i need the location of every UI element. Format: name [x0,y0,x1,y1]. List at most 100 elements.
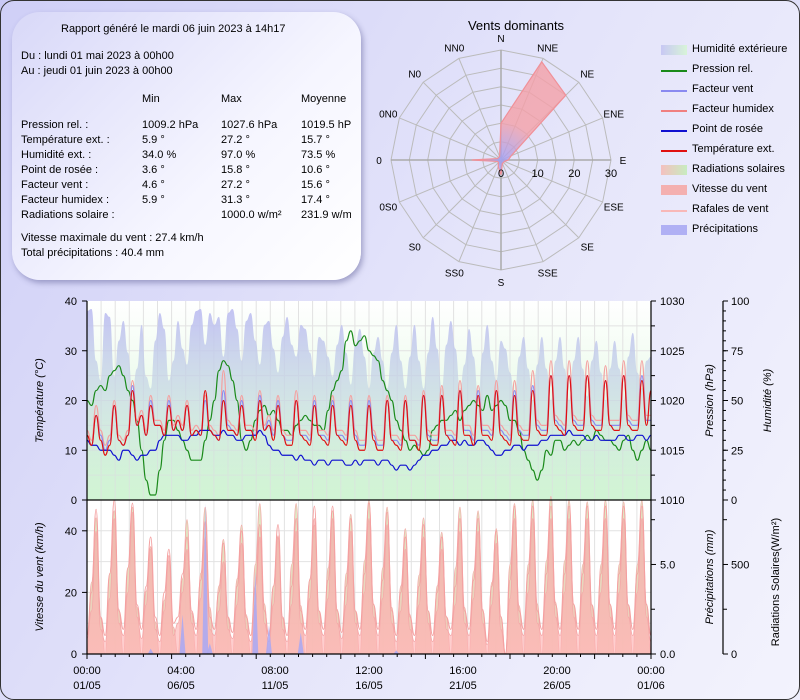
stat-avg-value: 231.9 w/m [301,209,351,221]
precipitation-bar [179,614,186,654]
legend-line-swatch [661,110,687,112]
rose-direction-label: S [498,278,505,289]
summary-panel: Rapport généré le mardi 06 juin 2023 à 1… [12,12,361,280]
rose-spoke [500,117,603,161]
rose-direction-label: ESE [604,203,624,214]
x-tick-date-label: 01/06 [637,680,665,692]
column-header-max: Max [221,93,242,105]
precipitation-bar [393,650,400,654]
stat-avg-value: 73.5 % [301,149,336,161]
rose-spoke [500,159,544,262]
temperature-tick-label: 30 [65,346,77,358]
rose-direction-label: E [620,156,627,167]
stat-min-value: 5.9 ° [142,134,165,146]
legend-line-swatch [661,210,687,212]
rose-spoke [399,117,502,161]
humidity-axis-title: Humidité (%) [762,368,774,432]
stat-label: Radiations solaire : [21,209,115,221]
stat-avg-value: 17.4 ° [301,194,330,206]
wind-rose-title: Vents dominants [467,18,565,33]
rose-direction-label: 0N0 [379,109,398,120]
x-tick-time-label: 00:00 [637,665,665,677]
wind-rose-chart: N NNE NE ENE E ESE SE SSE S SS0 S0 0S0 0 0N0 N0 NN0 0 10 2… [376,34,627,289]
legend-label: Facteur vent [692,83,754,95]
rose-direction-label: 0S0 [379,203,397,214]
precipitation-bar [147,648,154,654]
rose-spoke [458,58,502,161]
column-header-avg: Moyenne [301,93,347,105]
humidity-tick-label: 100 [731,296,749,308]
rose-wind-polygon [471,60,567,175]
report-generated-text: Rapport généré le mardi 06 juin 2023 à 1… [61,23,286,35]
rose-radius-tick: 30 [605,168,617,180]
x-tick-date-label: 11/05 [262,680,289,692]
rose-radius-tick: 10 [532,168,544,180]
stat-label: Facteur vent : [21,179,89,191]
rose-direction-label: SE [581,242,595,253]
rose-direction-label: SS0 [445,269,464,280]
pressure-tick-label: 1015 [660,445,684,457]
x-tick-time-label: 00:00 [73,665,101,677]
rose-direction-label: NNE [537,43,558,54]
pressure-tick-label: 1030 [660,296,684,308]
stat-max-value: 1000.0 w/m² [221,209,282,221]
rose-spoke [458,159,502,262]
legend-line-swatch [661,150,687,152]
humidity-tick-label: 0 [731,495,737,507]
legend-label: Radiations solaires [692,163,785,175]
x-tick-date-label: 16/05 [355,680,383,692]
stat-label: Humidité ext. : [21,149,92,161]
x-tick-time-label: 04:00 [167,665,195,677]
stat-avg-value: 1019.5 hPa [301,119,351,131]
stat-min-value: 1009.2 hPa [142,119,199,131]
stat-avg-value: 15.6 ° [301,179,330,191]
precipitation-tick-label: 0.0 [660,649,675,661]
legend-label: Température ext. [692,143,775,155]
rose-direction-label: SSE [538,269,558,280]
column-header-min: Min [142,93,160,105]
humidity-tick-label: 75 [731,346,743,358]
legend-label: Pression rel. [692,63,754,75]
series-temp-rature-ext--line [86,375,652,456]
legend-label: Point de rosée [692,123,763,135]
rose-radius-tick: 0 [498,168,504,180]
rose-direction-label: NN0 [444,43,464,54]
rose-direction-label: N0 [408,70,421,81]
radiation-tick-label: 0 [731,649,737,661]
legend-swatch [661,165,687,175]
legend-line-swatch [661,70,687,72]
legend-line-swatch [661,130,687,132]
report-to-text: Au : jeudi 01 juin 2023 à 00h00 [21,65,173,77]
humidity-tick-label: 50 [731,396,743,408]
legend-swatch [661,185,687,195]
rose-direction-label: 0 [376,156,382,167]
legend-label: Vitesse du vent [692,183,768,195]
precipitation-tick-label: 5.0 [660,559,675,571]
x-tick-time-label: 20:00 [543,665,571,677]
rose-spoke [422,159,502,239]
humidity-tick-label: 25 [731,445,743,457]
series-facteur-humidex-line [86,360,651,446]
precipitation-bar [252,571,259,654]
precipitation-bar [297,632,304,654]
x-tick-date-label: 26/05 [543,680,571,692]
rose-spoke [500,159,580,239]
rose-spoke [500,159,603,203]
stat-min-value: 3.6 ° [142,164,165,176]
stat-avg-value: 10.6 ° [301,164,330,176]
legend-swatch [661,225,687,235]
x-tick-time-label: 08:00 [261,665,289,677]
legend-line-swatch [661,90,687,92]
stat-min-value: 34.0 % [142,149,177,161]
series-humidit-ext-rieure-area [87,308,651,500]
report-from-text: Du : lundi 01 mai 2023 à 00h00 [21,50,174,62]
series-point-de-ros-e-line [86,429,652,471]
x-tick-time-label: 12:00 [355,665,383,677]
rose-spoke [422,81,502,161]
radiation-axis-title: Radiations Solaires(W/m²) [770,518,782,646]
stat-min-value: 4.6 ° [142,179,165,191]
legend-label: Humidité extérieure [692,43,788,55]
stat-max-value: 27.2 ° [221,134,250,146]
pressure-tick-label: 1010 [660,495,684,507]
